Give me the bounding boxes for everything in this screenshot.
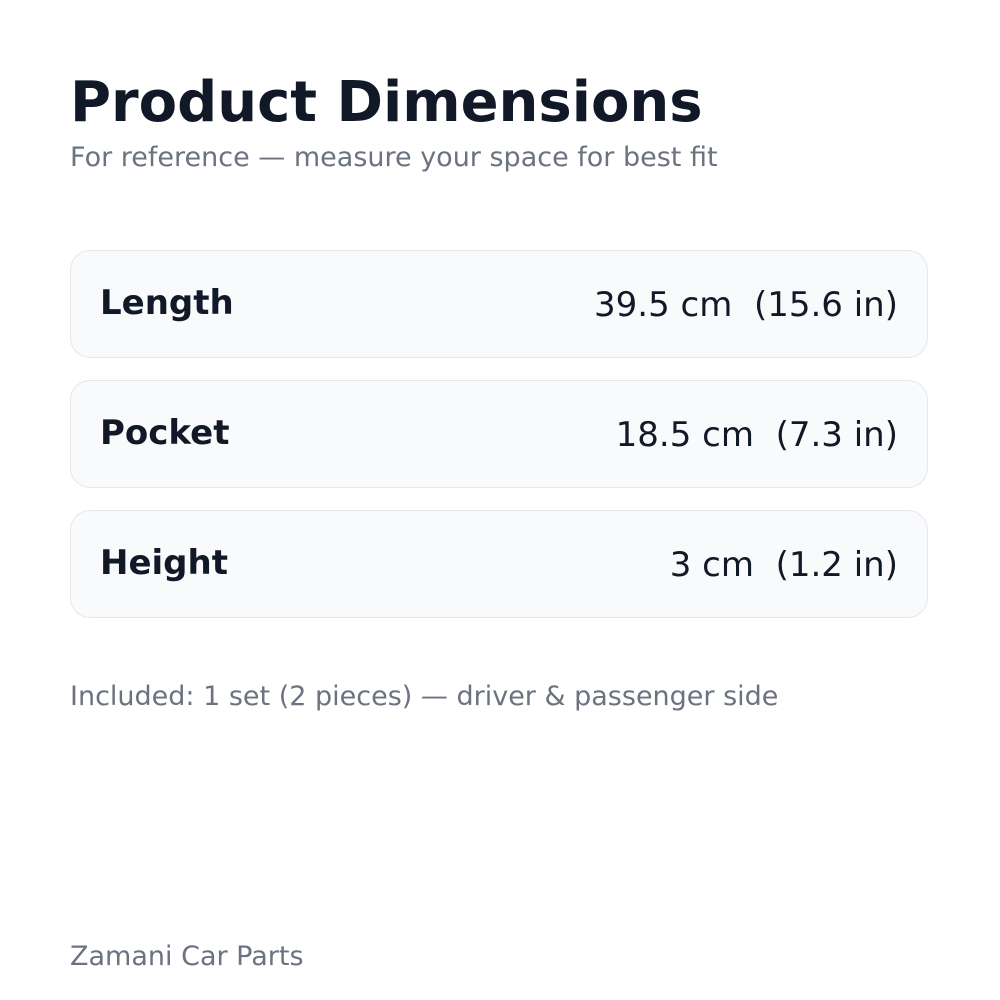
subtitle: For reference — measure your space for b…	[70, 142, 718, 173]
dimension-row-pocket: Pocket 18.5 cm (7.3 in)	[70, 380, 928, 488]
page-title: Product Dimensions	[70, 70, 703, 135]
dimension-label: Height	[100, 543, 228, 583]
included-note: Included: 1 set (2 pieces) — driver & pa…	[70, 681, 779, 712]
dimension-value: 18.5 cm (7.3 in)	[615, 415, 898, 455]
dimension-label: Pocket	[100, 413, 230, 453]
dimension-row-length: Length 39.5 cm (15.6 in)	[70, 250, 928, 358]
dimension-value: 39.5 cm (15.6 in)	[594, 285, 898, 325]
dimension-row-height: Height 3 cm (1.2 in)	[70, 510, 928, 618]
dimension-label: Length	[100, 283, 234, 323]
brand-name: Zamani Car Parts	[70, 941, 304, 972]
dimension-value: 3 cm (1.2 in)	[669, 545, 898, 585]
